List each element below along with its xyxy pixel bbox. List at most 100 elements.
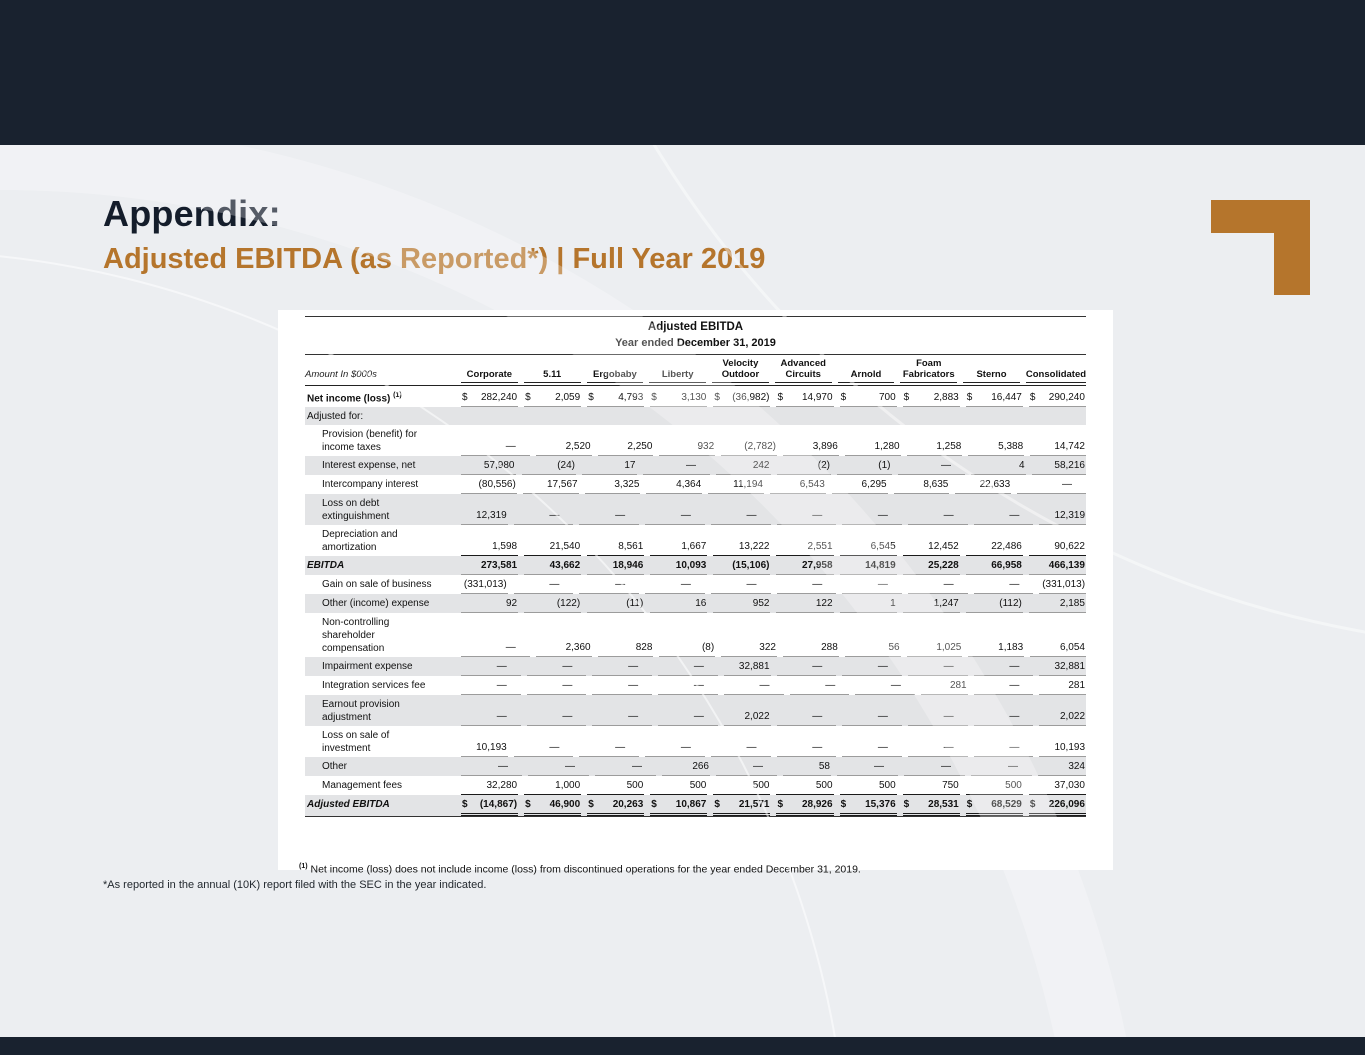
row-label: Other — [322, 761, 348, 773]
value-cell: 500 — [650, 776, 708, 796]
value-cell — [650, 407, 707, 425]
value-cell: — — [897, 456, 965, 476]
value-cell: — — [513, 726, 574, 758]
value-cell: — — [776, 494, 837, 526]
value-cell: — — [461, 695, 521, 727]
value-cell: 14,742 — [1030, 425, 1086, 457]
currency-symbol: $ — [462, 799, 468, 811]
value-cell: — — [461, 676, 521, 696]
currency-symbol: $ — [525, 392, 531, 404]
value-cell: — — [710, 575, 771, 595]
row-label: Interest expense, net — [322, 460, 416, 472]
value-cell: — — [837, 757, 898, 777]
value-cell: 1,667 — [650, 525, 708, 557]
table-row: Gain on sale of business (331,013) — — — — — — —… — [305, 575, 1087, 595]
value-cell: 22,633 — [955, 475, 1012, 495]
value-cell: 10,093 — [650, 556, 708, 576]
value-text: 700 — [878, 392, 896, 404]
value-cell: (8) — [659, 613, 716, 658]
value-cell: 324 — [1038, 757, 1086, 777]
value-cell: — — [842, 575, 902, 595]
value-cell: (80,556) — [461, 475, 517, 495]
value-cell: 750 — [902, 776, 960, 796]
top-bar — [0, 0, 1365, 145]
value-cell: $226,096 — [1028, 795, 1086, 817]
currency-symbol: $ — [1029, 392, 1036, 404]
table-subtitle: Year ended December 31, 2019 — [305, 333, 1086, 355]
value-cell: (11) — [587, 594, 645, 614]
value-cell: — — [907, 575, 968, 595]
value-cell: — — [723, 676, 784, 696]
value-cell: — — [776, 657, 837, 677]
value-text: (36,982) — [732, 392, 770, 404]
value-cell: 25,228 — [902, 556, 960, 576]
value-cell: — — [579, 494, 640, 526]
value-cell: — — [592, 695, 653, 727]
currency-symbol: $ — [588, 799, 594, 811]
value-cell: 8,635 — [893, 475, 950, 495]
row-label: Depreciation and amortization — [322, 529, 398, 554]
value-cell: (15,106) — [713, 556, 771, 576]
value-cell: 27,958 — [776, 556, 834, 576]
value-cell: 58,216 — [1031, 456, 1086, 476]
value-cell: (24) — [521, 456, 576, 476]
currency-symbol: $ — [462, 392, 468, 404]
value-cell: $28,531 — [902, 795, 960, 817]
value-cell — [461, 407, 518, 425]
value-cell: — — [973, 695, 1034, 727]
value-cell: 12,319 — [1039, 494, 1087, 526]
value-cell: $290,240 — [1028, 386, 1086, 408]
value-cell: — — [973, 676, 1034, 696]
value-cell: (122) — [524, 594, 582, 614]
value-cell: 37,030 — [1028, 776, 1086, 796]
table-row: Management fees 32,280 1,000 500 500 500 500 50… — [305, 776, 1086, 796]
value-cell: — — [842, 657, 902, 677]
currency-symbol: $ — [840, 392, 847, 404]
table-body: Net income (loss) (1) $282,240 $2,059 $4,79… — [305, 386, 1087, 818]
value-cell: $16,447 — [965, 386, 1023, 408]
table-row: Other — — — 266 — 58 — — — 324 — [305, 757, 1086, 777]
value-cell: 1,247 — [902, 594, 960, 614]
value-cell — [966, 407, 1023, 425]
value-cell: (331,013) — [1039, 575, 1087, 595]
currency-symbol: $ — [966, 799, 973, 811]
value-cell: 322 — [721, 613, 777, 658]
value-text: 28,531 — [928, 799, 959, 811]
column-header: Arnold — [837, 369, 895, 383]
row-label: Loss on debt extinguishment — [322, 498, 390, 523]
row-label: EBITDA — [307, 560, 345, 572]
value-text: 20,263 — [612, 799, 644, 811]
value-cell: 952 — [713, 594, 771, 614]
value-cell: 5,388 — [968, 425, 1025, 457]
value-cell: 500 — [713, 776, 771, 796]
table-row: Net income (loss) (1) $282,240 $2,059 $4,79… — [305, 386, 1086, 408]
value-cell: 12,452 — [902, 525, 960, 557]
row-label: Integration services fee — [322, 680, 426, 692]
value-text: 2,059 — [555, 392, 581, 404]
value-cell: — — [776, 575, 837, 595]
value-cell: $68,529 — [965, 795, 1023, 817]
value-text: 282,240 — [480, 392, 518, 404]
value-cell: 932 — [659, 425, 716, 457]
table-title: Adjusted EBITDA — [647, 321, 744, 333]
value-cell: — — [907, 726, 968, 758]
value-cell: 32,280 — [461, 776, 519, 796]
value-text: 4,793 — [618, 392, 644, 404]
column-header: Liberty — [649, 369, 707, 383]
value-text: 290,240 — [1048, 392, 1085, 404]
value-cell: 500 — [776, 776, 834, 796]
value-cell: 266 — [662, 757, 710, 777]
currency-symbol: $ — [1029, 799, 1036, 811]
value-cell: 1,258 — [906, 425, 963, 457]
table-row: Depreciation and amortization 1,598 21,540… — [305, 525, 1086, 557]
footnote-text: Net income (loss) does not include incom… — [307, 863, 861, 876]
table-top-rule: Adjusted EBITDA Year ended December 31, … — [305, 316, 1086, 355]
value-cell — [524, 407, 581, 425]
value-cell: — — [855, 676, 915, 696]
currency-symbol: $ — [777, 799, 784, 811]
value-cell: 10,193 — [1039, 726, 1087, 758]
value-cell: 2,360 — [535, 613, 592, 658]
value-cell: — — [528, 757, 589, 777]
row-label: Impairment expense — [322, 661, 413, 673]
value-cell: — — [526, 676, 587, 696]
